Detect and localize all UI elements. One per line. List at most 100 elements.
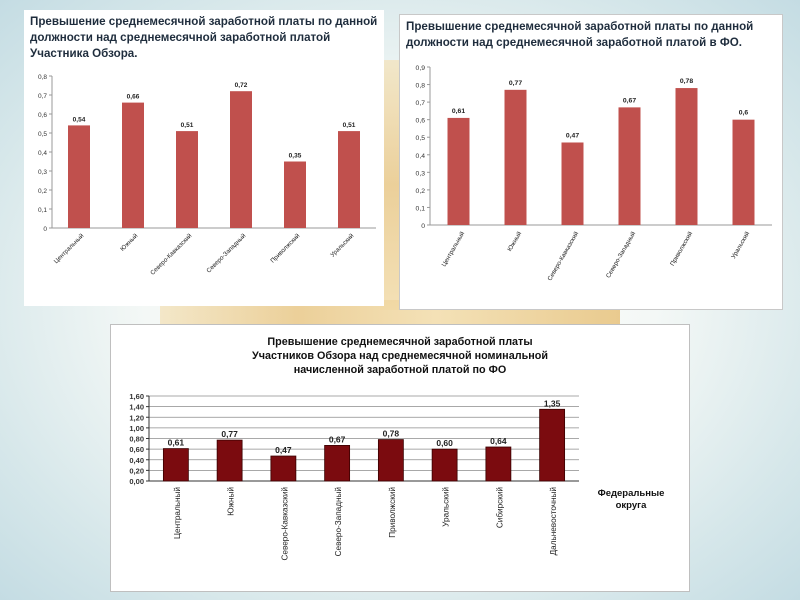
- data-label: 0,78: [680, 78, 693, 85]
- data-label: 1,35: [544, 398, 561, 408]
- y-tick-label: 1,40: [129, 403, 144, 412]
- bar-chart: 0 0,1 0,2 0,3 0,4 0,5 0,6 0,7 0,8 0,54 Центральный…: [38, 74, 376, 277]
- bar: [377, 439, 404, 482]
- chart-title-line: начисленной заработной платой по ФО: [293, 364, 507, 376]
- bar: [68, 125, 90, 228]
- bar-chart: 0,000,200,400,600,801,001,201,401,600,61…: [129, 392, 665, 561]
- chart-panel-participant: Превышение среднемесячной заработной пла…: [24, 10, 384, 306]
- x-tick-label: Дальневосточный: [549, 487, 558, 555]
- chart-title: Превышение среднемесячной заработной пла…: [111, 335, 689, 377]
- y-tick-label: 0,8: [416, 83, 426, 90]
- y-tick-label: 0,6: [38, 112, 47, 119]
- x-tick-label: Южный: [119, 232, 140, 253]
- y-tick-label: 0,3: [416, 170, 426, 177]
- y-tick-label: 0,6: [416, 118, 426, 125]
- y-tick-label: 0: [421, 223, 425, 230]
- data-label: 0,51: [343, 122, 356, 129]
- y-tick-label: 0,7: [416, 100, 426, 107]
- y-tick-label: 0,00: [129, 477, 144, 486]
- x-axis-title: округа: [616, 500, 647, 511]
- data-label: 0,35: [289, 153, 302, 160]
- y-tick-label: 1,60: [129, 392, 144, 401]
- chart-panel-fo: Превышение среднемесячной заработной пла…: [399, 14, 783, 310]
- bar-chart: 0 0,1 0,2 0,3 0,4 0,5 0,6 0,7 0,8 0,9 0,61 Централь…: [416, 65, 772, 282]
- x-tick-label: Северо-Западный: [205, 232, 247, 274]
- y-tick-label: 0,40: [129, 456, 144, 465]
- x-tick-label: Северо-Западный: [605, 230, 638, 279]
- bar: [216, 439, 243, 482]
- bar: [270, 455, 297, 482]
- y-tick-label: 0,2: [38, 188, 47, 195]
- data-label: 0,64: [490, 436, 507, 446]
- x-tick-label: Северо-Кавказский: [546, 230, 580, 282]
- data-label: 0,6: [739, 110, 749, 117]
- chart-title-line: Превышение среднемесячной заработной пла…: [267, 336, 533, 348]
- x-tick-label: Приволжский: [669, 230, 694, 267]
- data-label: 0,54: [73, 116, 86, 123]
- y-tick-label: 0,5: [416, 135, 426, 142]
- x-tick-label: Южный: [506, 230, 523, 253]
- data-label: 0,61: [452, 108, 465, 115]
- bar: [618, 107, 641, 225]
- y-tick-label: 0,1: [38, 207, 47, 214]
- y-tick-label: 0,9: [416, 65, 426, 72]
- bar: [539, 408, 566, 482]
- x-tick-label: Уральский: [329, 232, 356, 259]
- x-tick-label: Северо-Кавказский: [280, 487, 289, 561]
- x-tick-label: Уральский: [442, 487, 451, 527]
- x-tick-label: Приволжский: [269, 232, 301, 264]
- y-tick-label: 0,1: [416, 205, 426, 212]
- y-tick-label: 0,20: [129, 466, 144, 475]
- data-label: 0,77: [221, 429, 238, 439]
- bar: [732, 119, 755, 225]
- bar: [675, 88, 698, 225]
- y-tick-label: 0,3: [38, 169, 47, 176]
- y-tick-label: 0,7: [38, 93, 47, 100]
- data-label: 0,66: [127, 94, 140, 101]
- chart-panel-federal-districts: Превышение среднемесячной заработной пла…: [110, 324, 690, 592]
- y-tick-label: 0,4: [416, 153, 426, 160]
- y-tick-label: 1,00: [129, 424, 144, 433]
- y-tick-label: 0,5: [38, 131, 47, 138]
- bar: [504, 89, 527, 225]
- data-label: 0,51: [181, 122, 194, 129]
- y-tick-label: 0,8: [38, 74, 47, 81]
- x-tick-label: Южный: [227, 487, 236, 516]
- data-label: 0,67: [623, 97, 636, 104]
- x-axis-title: Федеральные: [598, 488, 665, 499]
- bar: [230, 91, 252, 228]
- bar: [122, 102, 144, 228]
- bar: [338, 131, 360, 228]
- y-tick-label: 1,20: [129, 413, 144, 422]
- data-label: 0,77: [509, 80, 522, 87]
- bar: [485, 446, 512, 482]
- chart-title: Превышение среднемесячной заработной пла…: [406, 20, 754, 49]
- data-label: 0,61: [168, 438, 185, 448]
- x-tick-label: Уральский: [730, 230, 751, 260]
- x-tick-label: Центральный: [53, 232, 86, 265]
- y-tick-label: 0,4: [38, 150, 47, 157]
- y-tick-label: 0: [43, 226, 47, 233]
- x-tick-label: Центральный: [441, 230, 467, 268]
- data-label: 0,78: [383, 429, 400, 439]
- data-label: 0,60: [436, 438, 453, 448]
- bar: [284, 161, 306, 228]
- chart-title-line: Участников Обзора над среднемесячной ном…: [252, 350, 548, 362]
- data-label: 0,72: [235, 82, 248, 89]
- bar: [561, 142, 584, 225]
- chart-title: Превышение среднемесячной заработной пла…: [30, 15, 378, 60]
- bar: [447, 117, 470, 225]
- bar: [324, 445, 351, 482]
- y-tick-label: 0,60: [129, 445, 144, 454]
- x-tick-label: Северо-Западный: [334, 487, 343, 556]
- y-tick-label: 0,80: [129, 435, 144, 444]
- bar: [162, 448, 189, 482]
- bar: [176, 131, 198, 228]
- data-label: 0,47: [566, 132, 579, 139]
- x-tick-label: Северо-Кавказский: [149, 232, 194, 277]
- x-tick-label: Приволжский: [388, 487, 397, 538]
- data-label: 0,67: [329, 434, 346, 444]
- x-tick-label: Центральный: [173, 487, 182, 539]
- bar: [431, 448, 458, 482]
- data-label: 0,47: [275, 445, 292, 455]
